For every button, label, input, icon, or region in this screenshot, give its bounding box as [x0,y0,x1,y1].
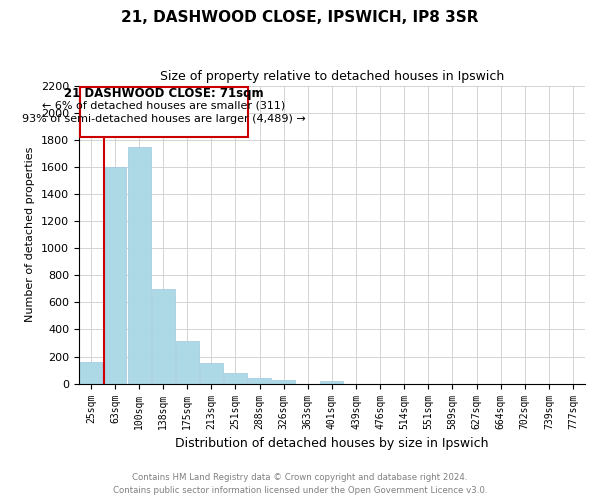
Bar [128,146,151,384]
Bar [79,362,103,384]
Bar [200,362,223,384]
Y-axis label: Number of detached properties: Number of detached properties [25,147,35,322]
Text: Contains HM Land Registry data © Crown copyright and database right 2024.
Contai: Contains HM Land Registry data © Crown c… [113,474,487,495]
Bar [248,378,271,384]
Bar [272,380,295,384]
Text: ← 6% of detached houses are smaller (311): ← 6% of detached houses are smaller (311… [42,101,286,111]
Bar [176,341,199,384]
Text: 21 DASHWOOD CLOSE: 71sqm: 21 DASHWOOD CLOSE: 71sqm [64,86,263,100]
Text: 21, DASHWOOD CLOSE, IPSWICH, IP8 3SR: 21, DASHWOOD CLOSE, IPSWICH, IP8 3SR [121,10,479,25]
Bar [224,373,247,384]
Bar [320,381,343,384]
Title: Size of property relative to detached houses in Ipswich: Size of property relative to detached ho… [160,70,504,83]
Bar [104,167,127,384]
X-axis label: Distribution of detached houses by size in Ipswich: Distribution of detached houses by size … [175,437,488,450]
Text: 93% of semi-detached houses are larger (4,489) →: 93% of semi-detached houses are larger (… [22,114,305,124]
Bar [152,289,175,384]
FancyBboxPatch shape [80,87,248,137]
